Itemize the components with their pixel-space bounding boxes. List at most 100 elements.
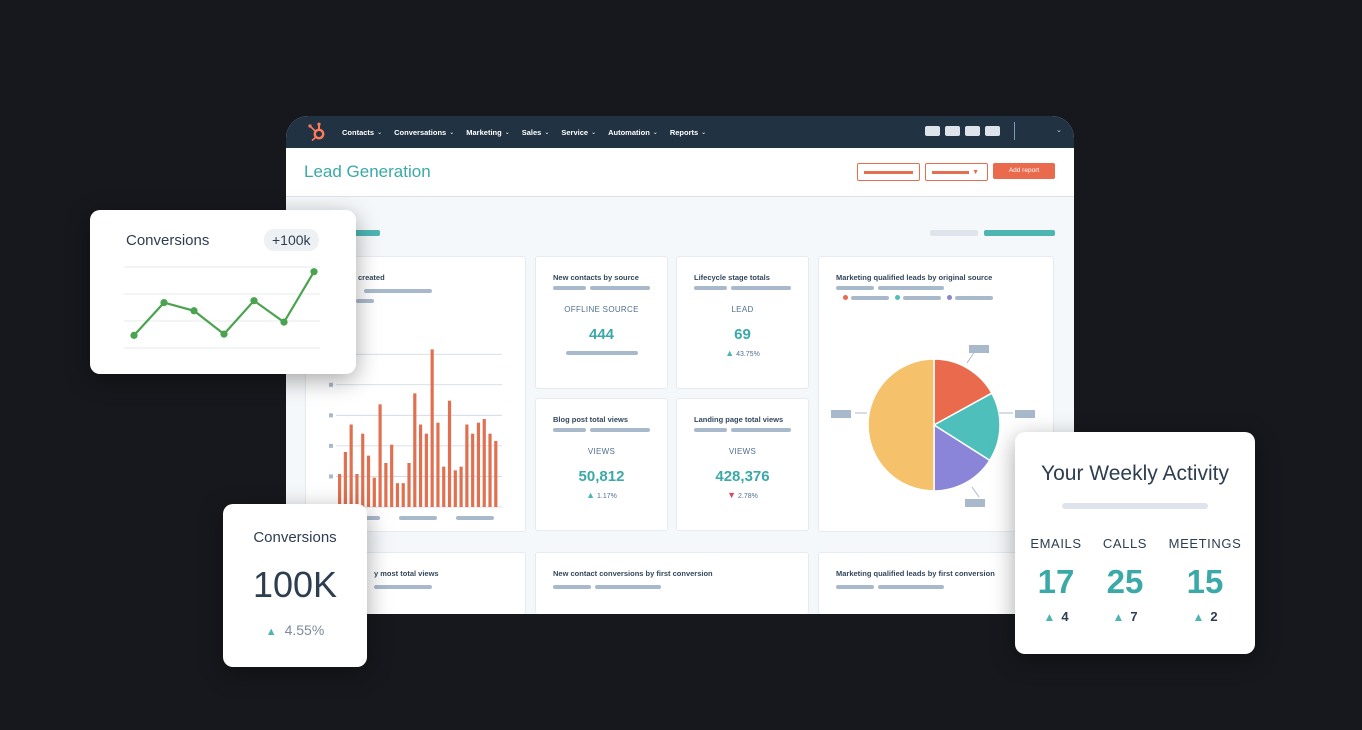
mql-pie-chart bbox=[831, 345, 1035, 507]
kpi-value: 444 bbox=[588, 326, 615, 343]
card-title: created bbox=[358, 273, 385, 282]
card-mql-conversion[interactable]: Marketing qualified leads by first conve… bbox=[818, 552, 1054, 614]
legend-dot bbox=[895, 295, 900, 300]
placeholder-line bbox=[553, 585, 591, 589]
nav-marketing[interactable]: Marketing ⌄ bbox=[466, 128, 509, 137]
weekly-meetings: MEETINGS 15 ▲ 2 bbox=[1160, 536, 1250, 624]
delta-value: 43.75% bbox=[736, 351, 760, 358]
data-point bbox=[250, 297, 258, 305]
conversions-badge: +100k bbox=[264, 229, 319, 251]
card-title: Marketing qualified leads by first conve… bbox=[836, 569, 995, 578]
pie-slice bbox=[867, 358, 935, 492]
bar bbox=[372, 477, 376, 507]
card-blog-views[interactable]: Blog post total views VIEWS 50,812 ▲ 1.1… bbox=[535, 398, 668, 531]
page-header: Lead Generation ▼ Add report bbox=[286, 148, 1074, 197]
weekly-delta: ▲ 2 bbox=[1160, 609, 1250, 624]
dropdown-button[interactable]: ▼ bbox=[925, 163, 988, 181]
conversions-line-card[interactable]: Conversions +100k bbox=[90, 210, 356, 374]
card-mql-source[interactable]: Marketing qualified leads by original so… bbox=[818, 256, 1054, 532]
placeholder-line bbox=[595, 585, 661, 589]
placeholder-line bbox=[590, 286, 650, 290]
bar bbox=[395, 483, 400, 507]
nav-utility-icon[interactable] bbox=[965, 126, 980, 136]
legend-dot bbox=[947, 295, 952, 300]
account-chevron-icon[interactable]: ⌄ bbox=[1056, 127, 1062, 134]
chevron-down-icon: ⌄ bbox=[701, 129, 707, 136]
kpi-label: LEAD bbox=[731, 305, 754, 314]
callout-label-placeholder bbox=[831, 410, 851, 418]
bar bbox=[349, 424, 353, 507]
card-new-conversions[interactable]: New contact conversions by first convers… bbox=[535, 552, 809, 614]
filter-button[interactable] bbox=[857, 163, 920, 181]
hubspot-logo-icon[interactable] bbox=[306, 121, 328, 143]
add-report-button[interactable]: Add report bbox=[993, 163, 1055, 179]
card-lifecycle[interactable]: Lifecycle stage totals LEAD 69 ▲ 43.75% bbox=[676, 256, 809, 389]
nav-label: Sales bbox=[521, 127, 542, 137]
bar bbox=[419, 424, 423, 507]
card-new-contacts[interactable]: New contacts by source OFFLINE SOURCE 44… bbox=[535, 256, 668, 389]
nav-service[interactable]: Service ⌄ bbox=[561, 128, 596, 137]
nav-conversations[interactable]: Conversations ⌄ bbox=[394, 128, 454, 137]
nav-automation[interactable]: Automation ⌄ bbox=[608, 128, 658, 137]
bar bbox=[413, 393, 417, 507]
card-landing-views[interactable]: Landing page total views VIEWS 428,376 ▼… bbox=[676, 398, 809, 531]
delta-value: 4 bbox=[1061, 609, 1069, 624]
triangle-up-icon: ▲ bbox=[1043, 610, 1056, 624]
bar bbox=[430, 349, 434, 507]
axis-placeholder bbox=[456, 516, 494, 520]
nav-reports[interactable]: Reports ⌄ bbox=[670, 128, 706, 137]
placeholder-line bbox=[731, 286, 791, 290]
legend-dot bbox=[843, 295, 848, 300]
data-point bbox=[130, 331, 138, 339]
nav-sales[interactable]: Sales ⌄ bbox=[522, 128, 550, 137]
weekly-activity-card[interactable]: Your Weekly Activity EMAILS 17 ▲ 4 CALLS … bbox=[1015, 432, 1255, 654]
data-point bbox=[280, 318, 288, 326]
bar bbox=[424, 433, 428, 507]
legend-placeholder bbox=[955, 296, 993, 300]
nav-utility-icon[interactable] bbox=[985, 126, 1000, 136]
card-title: Blog post total views bbox=[553, 415, 629, 424]
nav-utility-icon[interactable] bbox=[945, 126, 960, 136]
legend-placeholder bbox=[903, 296, 941, 300]
bar bbox=[476, 422, 481, 507]
bar bbox=[436, 422, 440, 507]
data-point bbox=[190, 307, 198, 315]
triangle-up-icon: ▲ bbox=[1112, 610, 1125, 624]
callout-label-placeholder bbox=[1015, 410, 1035, 418]
pie-slice bbox=[932, 392, 1001, 462]
weekly-delta: ▲ 7 bbox=[1080, 609, 1170, 624]
triangle-down-icon: ▼ bbox=[727, 490, 737, 500]
conversions-kpi-card[interactable]: Conversions 100K ▲ 4.55% bbox=[223, 504, 367, 667]
date-range-placeholder[interactable] bbox=[930, 230, 978, 236]
card-title: Landing page total views bbox=[694, 415, 784, 424]
data-point bbox=[160, 298, 168, 307]
data-point bbox=[310, 268, 318, 276]
card-title: Lifecycle stage totals bbox=[694, 273, 770, 282]
callout-label-placeholder bbox=[969, 345, 989, 353]
placeholder-line bbox=[694, 286, 727, 290]
bar bbox=[384, 463, 388, 507]
chevron-down-icon: ⌄ bbox=[504, 129, 510, 136]
chevron-down-icon: ⌄ bbox=[377, 129, 383, 136]
kpi-value: 50,812 bbox=[578, 468, 625, 485]
placeholder-line bbox=[374, 585, 432, 589]
triangle-up-icon: ▲ bbox=[265, 626, 277, 638]
nav-utility-icon[interactable] bbox=[925, 126, 940, 136]
button-placeholder bbox=[864, 171, 913, 174]
card-title: Marketing qualified leads by original so… bbox=[836, 273, 993, 282]
bar bbox=[390, 444, 394, 507]
nav-label: Reports bbox=[669, 127, 699, 137]
conversions-line-chart bbox=[124, 266, 320, 349]
conversions-line-title: Conversions bbox=[126, 232, 210, 249]
date-range-button[interactable] bbox=[984, 230, 1055, 236]
card-title: y most total views bbox=[374, 569, 439, 578]
nav-contacts[interactable]: Contacts ⌄ bbox=[342, 128, 382, 137]
placeholder-line bbox=[836, 585, 874, 589]
bar bbox=[482, 419, 486, 507]
bar bbox=[442, 466, 446, 507]
weekly-label: EMAILS bbox=[1030, 536, 1082, 551]
bar bbox=[447, 400, 452, 507]
legend-placeholder bbox=[851, 296, 889, 300]
button-placeholder bbox=[932, 171, 969, 174]
placeholder-line bbox=[590, 428, 650, 432]
